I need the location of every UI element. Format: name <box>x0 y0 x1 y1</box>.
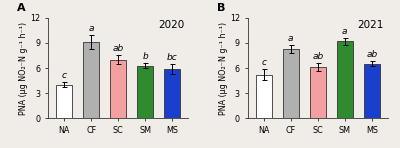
Text: 2021: 2021 <box>358 20 384 30</box>
Text: b: b <box>142 52 148 61</box>
Text: ab: ab <box>113 44 124 53</box>
Bar <box>110 60 126 118</box>
Text: c: c <box>62 71 67 80</box>
Text: ab: ab <box>366 50 378 59</box>
Bar <box>56 85 72 118</box>
Text: A: A <box>17 3 26 13</box>
Bar <box>337 41 353 118</box>
Bar <box>310 67 326 118</box>
Text: a: a <box>342 27 348 36</box>
Y-axis label: PNA (μg NO₂⁻N g⁻¹ h⁻¹): PNA (μg NO₂⁻N g⁻¹ h⁻¹) <box>219 21 228 115</box>
Text: c: c <box>261 58 266 67</box>
Y-axis label: PNA (μg NO₂⁻N g⁻¹ h⁻¹): PNA (μg NO₂⁻N g⁻¹ h⁻¹) <box>19 21 28 115</box>
Text: B: B <box>216 3 225 13</box>
Bar <box>364 64 380 118</box>
Bar <box>164 69 180 118</box>
Bar <box>138 66 153 118</box>
Text: ab: ab <box>312 52 323 61</box>
Bar <box>256 75 272 118</box>
Bar <box>83 42 99 118</box>
Text: bc: bc <box>167 53 178 62</box>
Bar <box>283 49 298 118</box>
Text: a: a <box>288 34 294 43</box>
Text: a: a <box>88 24 94 33</box>
Text: 2020: 2020 <box>158 20 184 30</box>
